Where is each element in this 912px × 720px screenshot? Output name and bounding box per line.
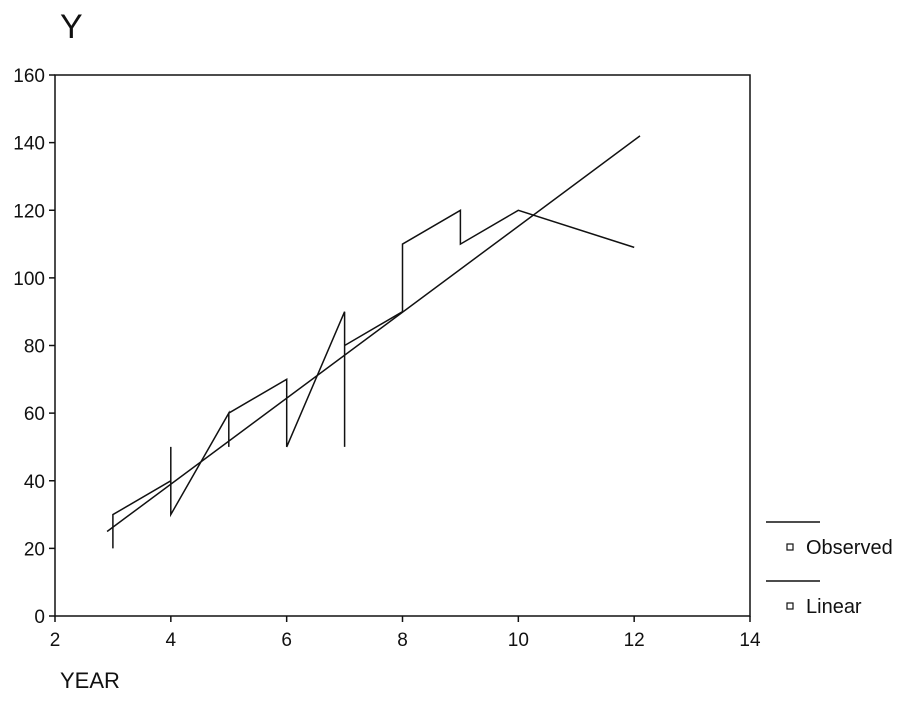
legend-marker-linear bbox=[786, 602, 794, 610]
y-axis-title: Y bbox=[60, 8, 83, 46]
series-line-linear bbox=[106, 135, 641, 533]
x-axis-title: YEAR bbox=[60, 668, 120, 693]
y-tick-label: 120 bbox=[13, 201, 45, 222]
y-tick-label: 80 bbox=[24, 337, 45, 358]
plot-frame bbox=[54, 74, 751, 617]
legend-label-linear: Linear bbox=[806, 596, 862, 618]
y-tick-label: 100 bbox=[13, 269, 45, 290]
x-tick-label: 10 bbox=[508, 630, 529, 651]
x-axis-ticks: 2 4 6 8 10 12 14 bbox=[50, 616, 761, 651]
y-tick-label: 20 bbox=[24, 539, 45, 560]
x-tick-label: 14 bbox=[739, 630, 761, 651]
series-layer bbox=[106, 135, 641, 549]
y-tick-label: 160 bbox=[13, 66, 45, 87]
x-tick-label: 8 bbox=[397, 630, 408, 651]
y-tick-label: 0 bbox=[34, 607, 45, 628]
x-tick-label: 12 bbox=[624, 630, 645, 651]
x-tick-label: 4 bbox=[166, 630, 177, 651]
x-tick-label: 6 bbox=[281, 630, 292, 651]
legend-marker-observed bbox=[786, 543, 794, 551]
series-line-observed bbox=[112, 208, 635, 549]
x-tick-label: 2 bbox=[50, 630, 61, 651]
y-tick-label: 60 bbox=[24, 404, 45, 425]
y-tick-label: 40 bbox=[24, 472, 45, 493]
legend-label-observed: Observed bbox=[806, 537, 893, 559]
legend: Observed Linear bbox=[766, 521, 893, 618]
y-tick-label: 140 bbox=[13, 134, 45, 155]
y-axis-ticks: 0 20 40 60 80 100 120 140 160 bbox=[13, 66, 55, 628]
